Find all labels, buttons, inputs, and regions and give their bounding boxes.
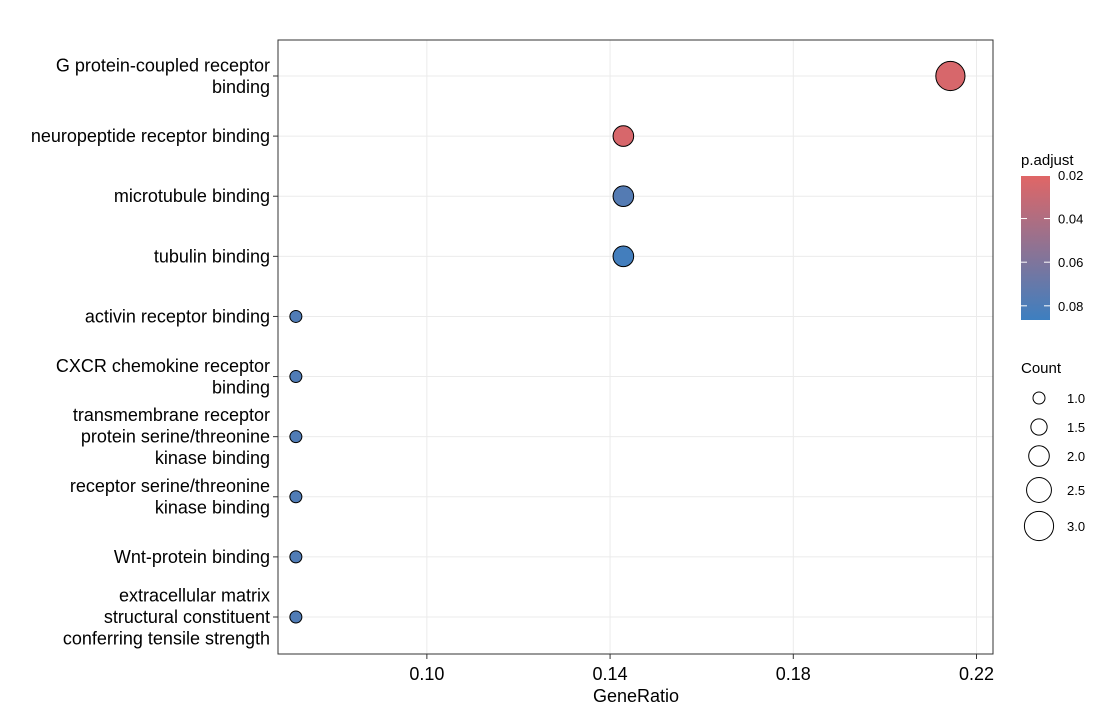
y-category-label: conferring tensile strength: [63, 629, 270, 649]
y-category-label: microtubule binding: [114, 186, 270, 206]
data-point: [289, 430, 303, 444]
y-category-label: tubulin binding: [154, 246, 270, 266]
y-category-label: binding: [212, 77, 270, 97]
size-legend-label: 2.5: [1067, 483, 1085, 498]
data-point: [289, 550, 303, 564]
color-legend-bar: [1021, 176, 1050, 320]
y-category-label: activin receptor binding: [85, 306, 270, 326]
y-category-label: kinase binding: [155, 448, 270, 468]
color-legend-label: 0.04: [1058, 212, 1083, 227]
data-point: [612, 185, 635, 208]
y-category-label: transmembrane receptor: [73, 405, 270, 425]
y-axis: G protein-coupled receptorbindingneurope…: [31, 55, 278, 649]
x-tick-label: 0.22: [959, 664, 994, 684]
plot-panel-border: [277, 39, 994, 655]
data-point: [289, 610, 303, 624]
y-category-label: receptor serine/threonine: [70, 476, 270, 496]
data-point: [289, 490, 303, 504]
data-point: [935, 60, 966, 92]
size-legend-circle: [1023, 510, 1055, 542]
size-legend-label: 3.0: [1067, 519, 1085, 534]
color-legend-label: 0.02: [1058, 168, 1083, 183]
x-axis-title: GeneRatio: [593, 686, 679, 706]
grid-lines: [278, 40, 993, 654]
y-category-label: CXCR chemokine receptor: [56, 356, 270, 376]
color-legend-label: 0.06: [1058, 255, 1083, 270]
y-category-label: Wnt-protein binding: [114, 547, 270, 567]
x-tick-label: 0.10: [409, 664, 444, 684]
y-category-label: kinase binding: [155, 498, 270, 518]
x-tick-label: 0.18: [776, 664, 811, 684]
color-legend: p.adjust 0.02 0.04 0.06 0.08: [1021, 152, 1083, 320]
x-axis: 0.10 0.14 0.18 0.22: [409, 654, 994, 684]
color-legend-label: 0.08: [1058, 299, 1083, 314]
y-category-label: binding: [212, 377, 270, 397]
data-point: [612, 125, 635, 147]
y-category-label: G protein-coupled receptor: [56, 55, 270, 75]
size-legend-circle: [1032, 391, 1046, 405]
size-legend-circle: [1026, 477, 1052, 503]
color-legend-title: p.adjust: [1021, 152, 1074, 169]
data-point: [289, 309, 303, 323]
x-tick-label: 0.14: [593, 664, 628, 684]
size-legend-circle: [1028, 445, 1050, 467]
y-category-label: protein serine/threonine: [81, 427, 270, 447]
size-legend-title: Count: [1021, 360, 1062, 377]
size-legend-label: 1.0: [1067, 391, 1085, 406]
data-point: [612, 245, 635, 268]
y-category-label: extracellular matrix: [119, 586, 270, 606]
y-category-label: neuropeptide receptor binding: [31, 126, 270, 146]
size-legend-circle: [1030, 418, 1048, 436]
data-point: [289, 370, 303, 384]
size-legend-label: 2.0: [1067, 449, 1085, 464]
data-points: [289, 60, 966, 624]
y-category-label: structural constituent: [104, 607, 270, 627]
size-legend-label: 1.5: [1067, 420, 1085, 435]
size-legend: Count 1.0 1.5 2.0 2.5 3.0: [1021, 360, 1085, 542]
